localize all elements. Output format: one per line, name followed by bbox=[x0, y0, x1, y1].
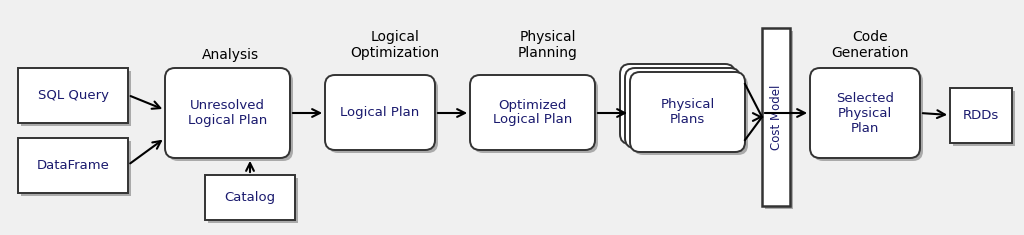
Text: Optimized
Logical Plan: Optimized Logical Plan bbox=[493, 98, 572, 126]
Text: Logical Plan: Logical Plan bbox=[340, 106, 420, 119]
FancyBboxPatch shape bbox=[470, 75, 595, 150]
Text: Catalog: Catalog bbox=[224, 191, 275, 204]
Text: Analysis: Analysis bbox=[202, 48, 259, 62]
Text: Selected
Physical
Plan: Selected Physical Plan bbox=[836, 91, 894, 134]
FancyBboxPatch shape bbox=[208, 178, 298, 223]
FancyBboxPatch shape bbox=[953, 91, 1015, 146]
FancyBboxPatch shape bbox=[813, 71, 923, 161]
FancyBboxPatch shape bbox=[325, 75, 435, 150]
FancyBboxPatch shape bbox=[165, 68, 290, 158]
FancyBboxPatch shape bbox=[328, 78, 438, 153]
FancyBboxPatch shape bbox=[625, 68, 740, 148]
Text: Cost Model: Cost Model bbox=[769, 84, 782, 150]
FancyBboxPatch shape bbox=[22, 141, 131, 196]
Text: Physical
Plans: Physical Plans bbox=[660, 98, 715, 126]
Text: Logical
Optimization: Logical Optimization bbox=[350, 30, 439, 60]
FancyBboxPatch shape bbox=[168, 71, 293, 161]
FancyBboxPatch shape bbox=[762, 28, 790, 206]
Text: DataFrame: DataFrame bbox=[37, 159, 110, 172]
FancyBboxPatch shape bbox=[630, 72, 745, 152]
Text: SQL Query: SQL Query bbox=[38, 89, 109, 102]
FancyBboxPatch shape bbox=[18, 138, 128, 193]
FancyBboxPatch shape bbox=[22, 71, 131, 126]
FancyBboxPatch shape bbox=[620, 64, 735, 144]
FancyBboxPatch shape bbox=[765, 31, 793, 209]
Text: Physical
Planning: Physical Planning bbox=[518, 30, 578, 60]
Text: Code
Generation: Code Generation bbox=[831, 30, 908, 60]
FancyBboxPatch shape bbox=[633, 75, 748, 155]
Text: Unresolved
Logical Plan: Unresolved Logical Plan bbox=[187, 99, 267, 127]
FancyBboxPatch shape bbox=[205, 175, 295, 220]
FancyBboxPatch shape bbox=[473, 78, 598, 153]
FancyBboxPatch shape bbox=[18, 68, 128, 123]
Text: RDDs: RDDs bbox=[963, 109, 999, 122]
FancyBboxPatch shape bbox=[810, 68, 920, 158]
FancyBboxPatch shape bbox=[950, 88, 1012, 143]
